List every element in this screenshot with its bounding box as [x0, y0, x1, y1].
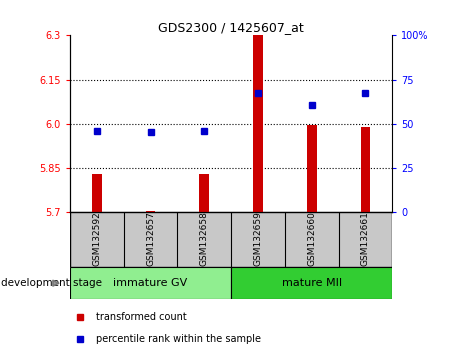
Bar [199, 174, 209, 212]
Text: immature GV: immature GV [113, 278, 188, 288]
Bar [92, 174, 101, 212]
Bar [70, 267, 231, 299]
Text: GSM132592: GSM132592 [92, 211, 101, 266]
Bar [146, 211, 155, 212]
Text: development stage: development stage [1, 278, 102, 288]
Text: GSM132658: GSM132658 [200, 211, 209, 266]
Text: GSM132661: GSM132661 [361, 211, 370, 266]
Text: GSM132659: GSM132659 [253, 211, 262, 266]
Bar [231, 267, 392, 299]
Bar [253, 35, 263, 212]
Text: mature MII: mature MII [282, 278, 342, 288]
Bar [361, 127, 370, 212]
Bar [307, 125, 317, 212]
Text: percentile rank within the sample: percentile rank within the sample [96, 334, 261, 344]
Text: transformed count: transformed count [96, 312, 186, 322]
Title: GDS2300 / 1425607_at: GDS2300 / 1425607_at [158, 21, 304, 34]
Text: GSM132660: GSM132660 [307, 211, 316, 266]
Text: GSM132657: GSM132657 [146, 211, 155, 266]
